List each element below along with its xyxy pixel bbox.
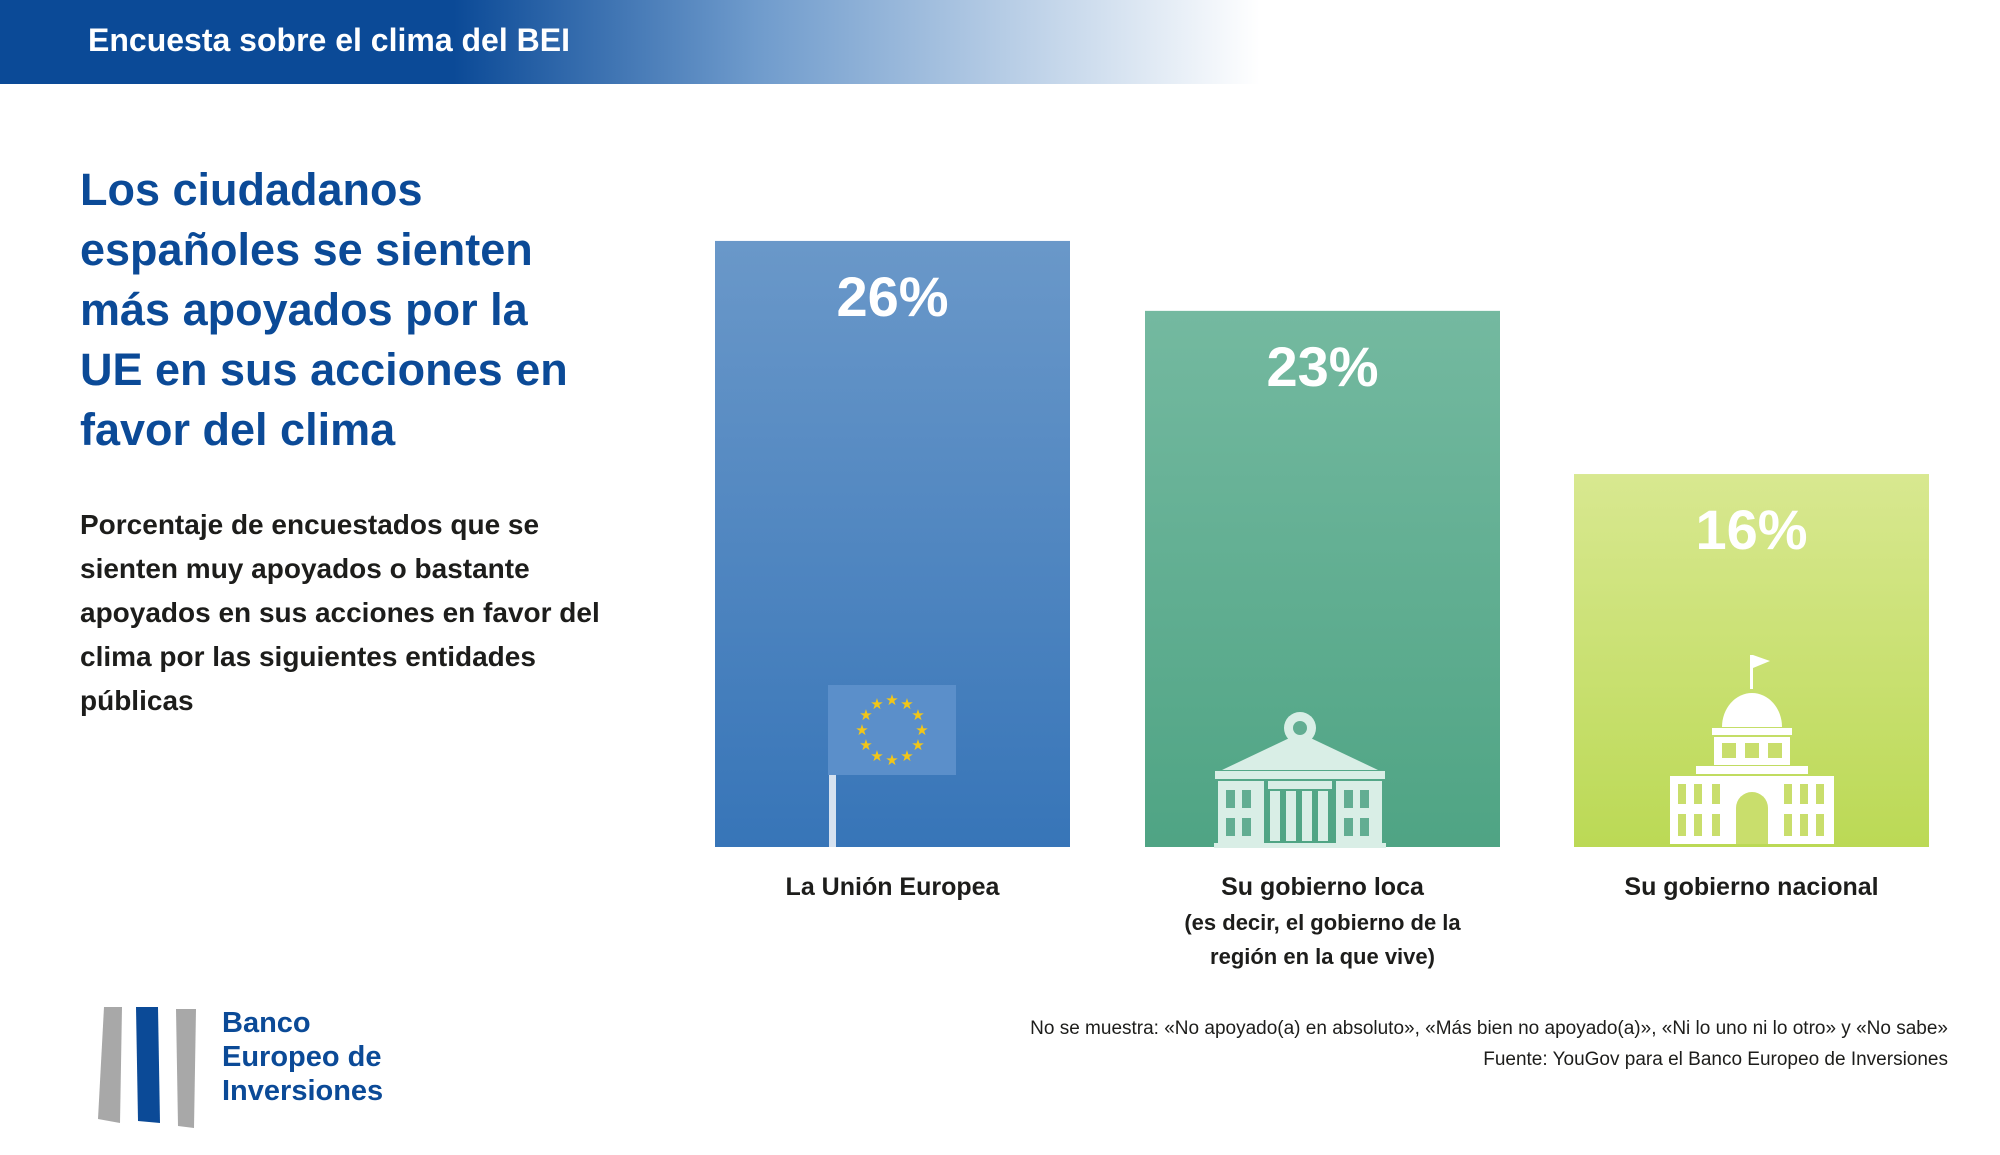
svg-text:★: ★: [859, 736, 872, 754]
svg-text:★: ★: [911, 706, 924, 724]
eib-logo-text: Banco Europeo de Inversiones: [222, 1006, 383, 1108]
svg-text:★: ★: [900, 695, 913, 713]
banner-title: Encuesta sobre el clima del BEI: [88, 22, 570, 58]
svg-text:★: ★: [870, 747, 883, 765]
parliament-dome-icon: [1670, 655, 1834, 844]
svg-text:★: ★: [885, 751, 898, 769]
headline: Los ciudadanos españoles se sienten más …: [80, 164, 568, 455]
category-label-local: Su gobierno loca: [1221, 873, 1424, 901]
value-label-national: 16%: [1695, 498, 1807, 561]
footnote-source: Fuente: YouGov para el Banco Europeo de …: [1483, 1049, 1948, 1070]
svg-text:★: ★: [855, 721, 868, 739]
logo-line-1: Banco: [222, 1007, 311, 1039]
logo-line-2: Europeo de: [222, 1041, 382, 1073]
logo-line-3: Inversiones: [222, 1075, 384, 1107]
town-hall-icon: [1214, 712, 1386, 848]
value-label-local: 23%: [1266, 335, 1378, 398]
chart-subtitle: Porcentaje de encuestados que se sienten…: [80, 509, 600, 716]
category-sublabel-local: (es decir, el gobierno de la región en l…: [1184, 910, 1461, 969]
value-label-eu: 26%: [836, 265, 948, 328]
svg-text:★: ★: [915, 721, 928, 739]
svg-text:★: ★: [911, 736, 924, 754]
eu-flag-icon: ★ ★★★★★★★★★★★: [828, 685, 956, 847]
eib-logo-icon: [98, 1007, 196, 1128]
category-label-eu: La Unión Europea: [785, 873, 1000, 901]
svg-text:★: ★: [900, 747, 913, 765]
footnote-not-shown: No se muestra: «No apoyado(a) en absolut…: [1030, 1018, 1948, 1039]
svg-text:★: ★: [859, 706, 872, 724]
header-banner: Encuesta sobre el clima del BEI: [0, 0, 1260, 84]
svg-text:★: ★: [870, 695, 883, 713]
category-label-national: Su gobierno nacional: [1624, 873, 1879, 901]
svg-text:★: ★: [885, 691, 898, 709]
